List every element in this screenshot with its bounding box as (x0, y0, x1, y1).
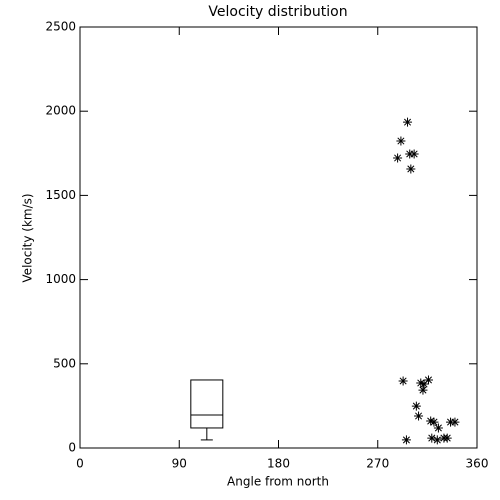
y-tick-label: 2500 (45, 20, 76, 34)
scatter-point (416, 378, 426, 388)
box (190, 379, 224, 429)
plot-frame (79, 26, 478, 449)
scatter-point (398, 376, 408, 386)
scatter-point (419, 379, 429, 389)
y-tick-label: 500 (53, 356, 76, 370)
scatter-point (427, 433, 437, 443)
scatter-point (406, 164, 416, 174)
y-axis-label: Velocity (km/s) (21, 193, 35, 282)
scatter-point (426, 416, 436, 426)
scatter-point (414, 411, 424, 421)
x-tick-label: 180 (267, 457, 290, 471)
y-tick-label: 0 (68, 441, 76, 455)
x-tick-label: 0 (76, 457, 84, 471)
scatter-point (442, 433, 452, 443)
chart-title: Velocity distribution (208, 4, 347, 20)
scatter-point (423, 375, 433, 385)
scatter-point (403, 117, 413, 127)
x-axis-label: Angle from north (227, 475, 329, 489)
scatter-point (401, 435, 411, 445)
scatter-point (418, 385, 428, 395)
x-tick-label: 90 (172, 457, 187, 471)
x-tick-label: 360 (466, 457, 489, 471)
y-tick-label: 2000 (45, 104, 76, 118)
x-tick-label: 270 (366, 457, 389, 471)
scatter-point (432, 435, 442, 445)
scatter-point (393, 153, 403, 163)
y-tick-label: 1500 (45, 188, 76, 202)
scatter-point (450, 417, 460, 427)
scatter-point (429, 417, 439, 427)
scatter-point (409, 149, 419, 159)
scatter-point (433, 423, 443, 433)
y-tick-label: 1000 (45, 272, 76, 286)
scatter-point (411, 401, 421, 411)
scatter-point (396, 136, 406, 146)
